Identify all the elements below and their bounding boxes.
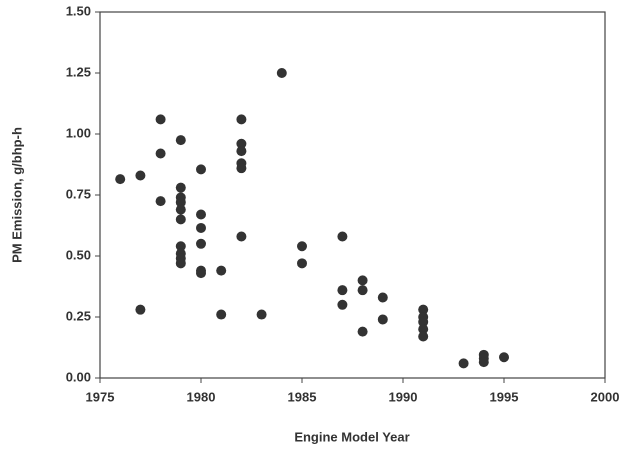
x-tick-label: 1985 (288, 389, 317, 404)
data-point (236, 163, 247, 174)
data-point (337, 285, 348, 296)
data-point (478, 357, 489, 368)
plot-frame (99, 11, 606, 379)
data-point (216, 265, 227, 276)
x-tick-label: 1980 (187, 389, 216, 404)
data-point (175, 241, 186, 252)
data-point (297, 258, 307, 269)
data-point (115, 174, 126, 185)
data-point (175, 197, 186, 208)
y-tick-label: 0.25 (66, 308, 91, 323)
data-point (458, 358, 469, 369)
data-point (175, 182, 186, 193)
data-point (337, 299, 348, 310)
x-tick-label: 2000 (591, 389, 620, 404)
data-point (155, 196, 166, 207)
data-point (418, 304, 429, 315)
data-point (175, 204, 186, 215)
data-point (155, 114, 166, 125)
data-point (175, 214, 186, 225)
data-point (337, 231, 348, 242)
data-point (196, 164, 206, 175)
data-point (196, 222, 206, 233)
x-axis-title: Engine Model Year (294, 429, 409, 444)
y-tick-label: 0.00 (66, 369, 91, 384)
data-point (297, 241, 307, 252)
data-point (135, 170, 146, 181)
y-tick-label: 0.50 (66, 247, 91, 262)
data-point (216, 309, 227, 320)
data-point (236, 231, 247, 242)
data-point (256, 309, 267, 320)
data-point (175, 258, 186, 269)
data-point (236, 138, 247, 149)
x-tick-label: 1975 (86, 389, 115, 404)
y-tick-label: 1.00 (66, 125, 91, 140)
data-point (357, 285, 368, 296)
data-point (499, 352, 509, 363)
data-point (175, 135, 186, 146)
y-axis-title: PM Emission, g/bhp-h (9, 127, 24, 263)
data-point (276, 68, 287, 78)
data-point (135, 304, 146, 315)
x-tick-label: 1995 (490, 389, 519, 404)
data-point (357, 326, 368, 337)
data-point (418, 324, 429, 335)
x-tick-label: 1990 (389, 389, 418, 404)
data-point (196, 209, 206, 220)
y-tick-label: 0.75 (66, 186, 91, 201)
data-point (377, 314, 388, 325)
data-point (236, 114, 247, 125)
data-point (196, 268, 206, 279)
data-point (196, 238, 206, 249)
data-point (357, 275, 368, 286)
y-tick-label: 1.25 (66, 64, 91, 79)
data-point (418, 316, 429, 327)
y-tick-label: 1.50 (66, 3, 91, 18)
data-point (155, 148, 166, 159)
data-point (418, 331, 429, 342)
data-point (377, 292, 388, 303)
data-point (236, 146, 247, 157)
